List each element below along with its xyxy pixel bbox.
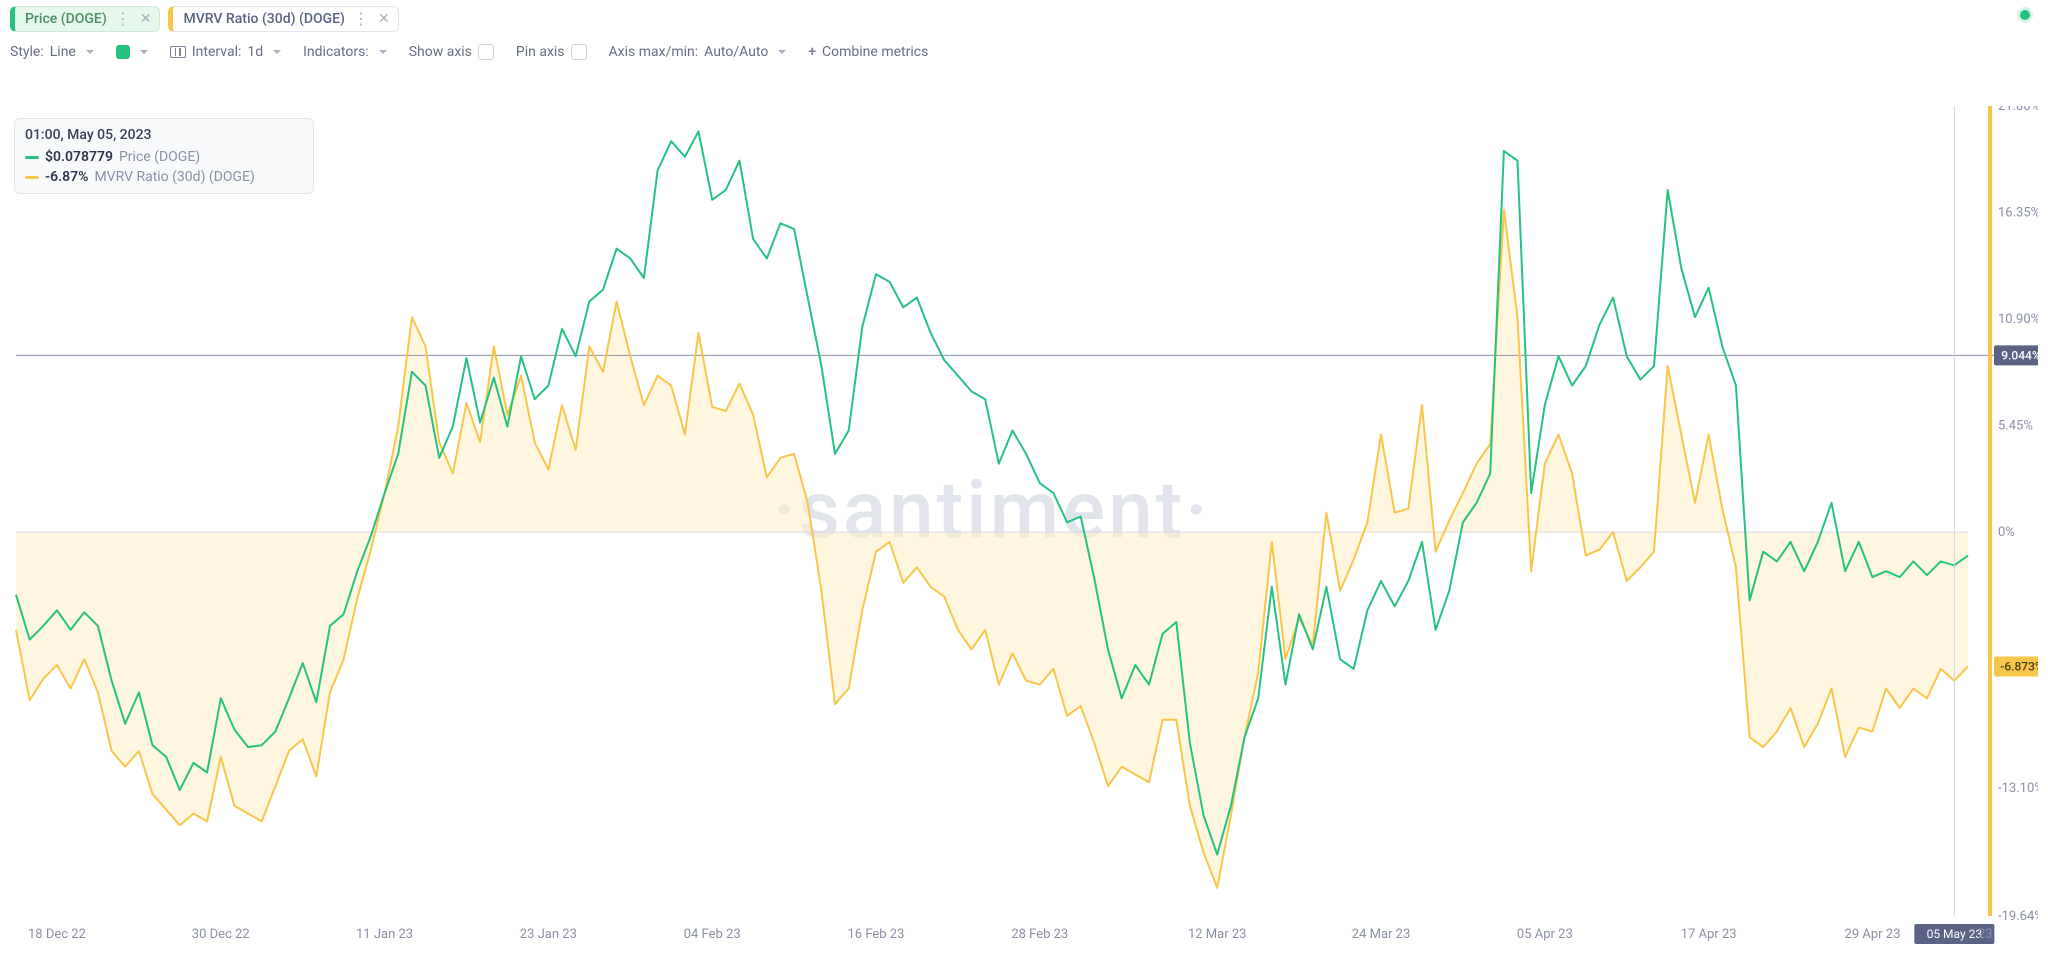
tooltip-row: $0.078779 Price (DOGE) (25, 149, 303, 165)
pin-axis-toggle[interactable]: Pin axis (516, 44, 587, 60)
chevron-down-icon (82, 44, 94, 60)
kebab-icon[interactable]: ⋮ (353, 11, 370, 27)
metric-chip-label: Price (DOGE) (25, 11, 107, 27)
svg-text:-6.873%: -6.873% (2000, 659, 2038, 673)
style-selector[interactable]: Style: Line (10, 44, 94, 60)
series-dash-icon (25, 176, 39, 179)
chart-canvas[interactable]: ·santiment·21.80%16.35%10.90%5.45%0%-13.… (10, 106, 2038, 946)
axis-range-value: Auto/Auto (704, 44, 768, 60)
interval-selector[interactable]: Interval: 1d (170, 44, 281, 60)
svg-text:17 Apr 23: 17 Apr 23 (1681, 927, 1737, 942)
tooltip-value: $0.078779 (45, 149, 113, 165)
combine-metrics-button[interactable]: + Combine metrics (808, 44, 928, 60)
svg-text:5.45%: 5.45% (1998, 419, 2033, 434)
pin-axis-label: Pin axis (516, 44, 565, 60)
interval-value: 1d (247, 44, 263, 60)
interval-icon (170, 46, 186, 58)
axis-range-selector[interactable]: Axis max/min: Auto/Auto (609, 44, 787, 60)
svg-text:23 Jan 23: 23 Jan 23 (520, 927, 577, 942)
axis-range-label: Axis max/min: (609, 44, 699, 60)
svg-text:05 Apr 23: 05 Apr 23 (1517, 927, 1573, 942)
svg-text:18 Dec 22: 18 Dec 22 (28, 927, 86, 942)
interval-label: Interval: (192, 44, 242, 60)
show-axis-label: Show axis (409, 44, 472, 60)
svg-text:10.90%: 10.90% (1998, 312, 2038, 327)
svg-text:23: 23 (1978, 927, 1993, 942)
checkbox-icon (478, 44, 494, 60)
checkbox-icon (571, 44, 587, 60)
svg-text:05 May 23: 05 May 23 (1927, 927, 1983, 941)
svg-text:0%: 0% (1998, 525, 2015, 540)
metric-chip-label: MVRV Ratio (30d) (DOGE) (183, 11, 345, 27)
svg-text:9.044%: 9.044% (2001, 348, 2038, 362)
style-value: Line (50, 44, 76, 60)
svg-text:-19.64%: -19.64% (1998, 909, 2038, 924)
indicators-menu[interactable]: Indicators: (303, 44, 387, 60)
chevron-down-icon (269, 44, 281, 60)
close-icon[interactable]: ✕ (140, 11, 152, 27)
tooltip-value: -6.87% (45, 169, 88, 185)
metric-chip-mvrv[interactable]: MVRV Ratio (30d) (DOGE) ⋮ ✕ (168, 6, 398, 32)
color-swatch-icon (116, 45, 130, 59)
metric-chip-price[interactable]: Price (DOGE) ⋮ ✕ (10, 6, 160, 32)
chevron-down-icon (136, 44, 148, 60)
svg-text:21.80%: 21.80% (1998, 106, 2038, 114)
tooltip-series-label: MVRV Ratio (30d) (DOGE) (94, 169, 254, 185)
show-axis-toggle[interactable]: Show axis (409, 44, 494, 60)
chevron-down-icon (774, 44, 786, 60)
svg-text:28 Feb 23: 28 Feb 23 (1011, 927, 1068, 942)
tooltip-row: -6.87% MVRV Ratio (30d) (DOGE) (25, 169, 303, 185)
plus-icon: + (808, 44, 816, 60)
svg-text:30 Dec 22: 30 Dec 22 (192, 927, 250, 942)
svg-text:11 Jan 23: 11 Jan 23 (356, 927, 413, 942)
connection-status-dot (2020, 10, 2030, 20)
indicators-label: Indicators: (303, 44, 369, 60)
svg-text:-13.10%: -13.10% (1998, 781, 2038, 796)
series-dash-icon (25, 156, 39, 159)
metric-chips-row: Price (DOGE) ⋮ ✕ MVRV Ratio (30d) (DOGE)… (10, 6, 2038, 32)
svg-text:29 Apr 23: 29 Apr 23 (1845, 927, 1901, 942)
tooltip-date: 01:00, May 05, 2023 (25, 127, 303, 143)
series-color-swatch[interactable] (116, 44, 148, 60)
svg-text:12 Mar 23: 12 Mar 23 (1188, 927, 1247, 942)
kebab-icon[interactable]: ⋮ (115, 11, 132, 27)
svg-text:16 Feb 23: 16 Feb 23 (848, 927, 905, 942)
tooltip-series-label: Price (DOGE) (119, 149, 200, 165)
svg-text:16.35%: 16.35% (1998, 206, 2038, 221)
svg-text:04 Feb 23: 04 Feb 23 (684, 927, 741, 942)
style-label: Style: (10, 44, 44, 60)
combine-metrics-label: Combine metrics (822, 44, 928, 60)
svg-text:24 Mar 23: 24 Mar 23 (1352, 927, 1411, 942)
crosshair-tooltip: 01:00, May 05, 2023 $0.078779 Price (DOG… (14, 118, 314, 194)
chart-toolbar: Style: Line Interval: 1d Indicators: Sho… (10, 44, 2038, 60)
chevron-down-icon (375, 44, 387, 60)
chart-svg: ·santiment·21.80%16.35%10.90%5.45%0%-13.… (10, 106, 2038, 946)
close-icon[interactable]: ✕ (378, 11, 390, 27)
